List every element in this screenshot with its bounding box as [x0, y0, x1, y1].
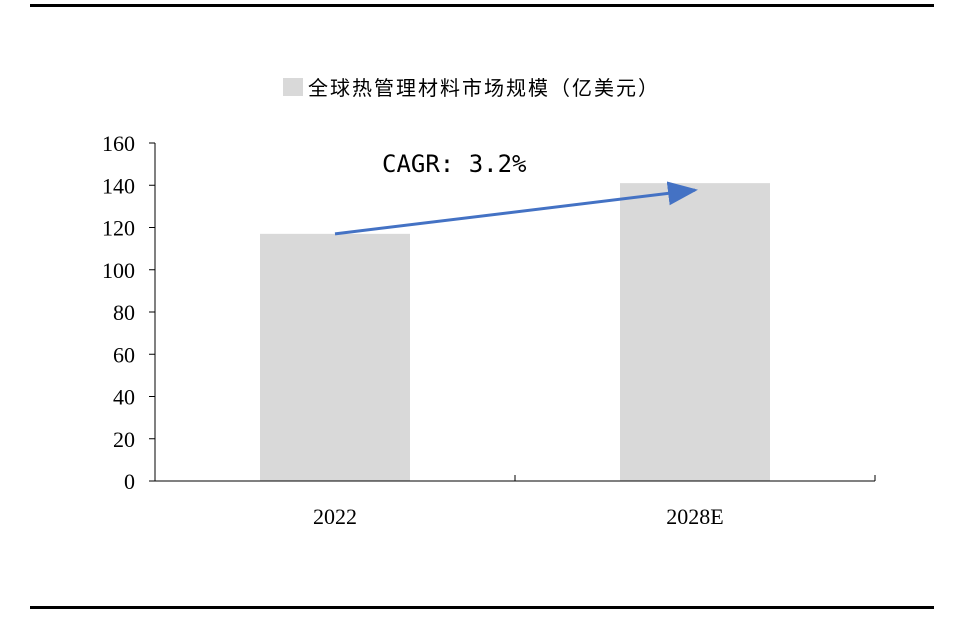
y-tick-label: 80	[113, 300, 135, 325]
y-tick-label: 60	[113, 342, 135, 367]
bars	[260, 183, 770, 481]
y-tick-label: 40	[113, 385, 135, 410]
legend-label: 全球热管理材料市场规模（亿美元）	[308, 76, 660, 100]
y-tick-label: 20	[113, 427, 135, 452]
bar-2028E	[620, 183, 770, 481]
legend-swatch	[283, 78, 303, 96]
cagr-arrow-line	[334, 181, 698, 236]
x-axis-ticks: 2022 2028E	[313, 504, 724, 529]
top-rule	[30, 4, 934, 7]
x-tick-label: 2022	[313, 504, 357, 529]
bar-2022	[260, 233, 410, 481]
y-tick-label: 120	[102, 216, 135, 241]
bottom-rule	[30, 606, 934, 609]
cagr-annotation: CAGR: 3.2%	[382, 150, 527, 178]
y-axis-ticks: 0 20 40 60 80 100 120 140 160	[102, 131, 155, 494]
y-tick-label: 0	[124, 469, 135, 494]
x-tick-label: 2028E	[666, 504, 723, 529]
cagr-arrow	[334, 181, 698, 236]
legend: 全球热管理材料市场规模（亿美元）	[283, 76, 660, 100]
axes	[154, 143, 876, 482]
y-tick-label: 160	[102, 131, 135, 156]
y-tick-label: 140	[102, 173, 135, 198]
y-tick-label: 100	[102, 258, 135, 283]
